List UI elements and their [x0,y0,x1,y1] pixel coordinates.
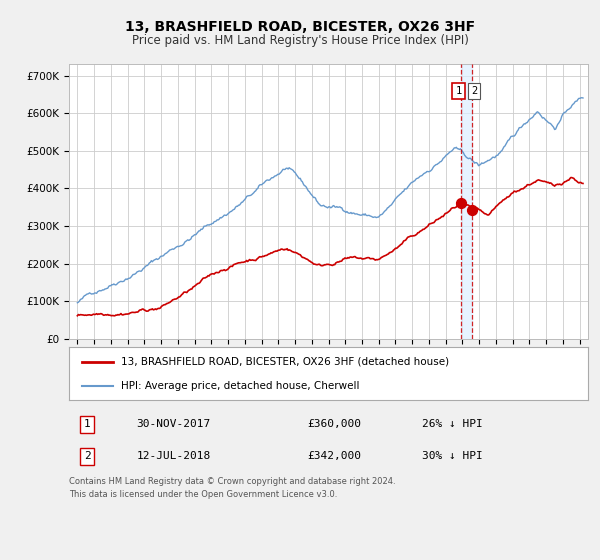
Text: 2: 2 [84,451,91,461]
Text: 30-NOV-2017: 30-NOV-2017 [136,419,211,430]
Text: 30% ↓ HPI: 30% ↓ HPI [422,451,482,461]
Text: HPI: Average price, detached house, Cherwell: HPI: Average price, detached house, Cher… [121,381,359,391]
Text: 26% ↓ HPI: 26% ↓ HPI [422,419,482,430]
Text: Price paid vs. HM Land Registry's House Price Index (HPI): Price paid vs. HM Land Registry's House … [131,34,469,46]
Point [467,206,476,214]
Point [456,199,466,208]
Text: £360,000: £360,000 [308,419,362,430]
Text: 1: 1 [84,419,91,430]
Text: 12-JUL-2018: 12-JUL-2018 [136,451,211,461]
Text: 13, BRASHFIELD ROAD, BICESTER, OX26 3HF (detached house): 13, BRASHFIELD ROAD, BICESTER, OX26 3HF … [121,357,449,367]
Text: Contains HM Land Registry data © Crown copyright and database right 2024.: Contains HM Land Registry data © Crown c… [69,477,395,486]
Text: This data is licensed under the Open Government Licence v3.0.: This data is licensed under the Open Gov… [69,490,337,499]
Bar [461,64,472,339]
Text: £342,000: £342,000 [308,451,362,461]
Text: 13, BRASHFIELD ROAD, BICESTER, OX26 3HF: 13, BRASHFIELD ROAD, BICESTER, OX26 3HF [125,20,475,34]
Text: 2: 2 [471,86,477,96]
Text: 1: 1 [455,86,461,96]
